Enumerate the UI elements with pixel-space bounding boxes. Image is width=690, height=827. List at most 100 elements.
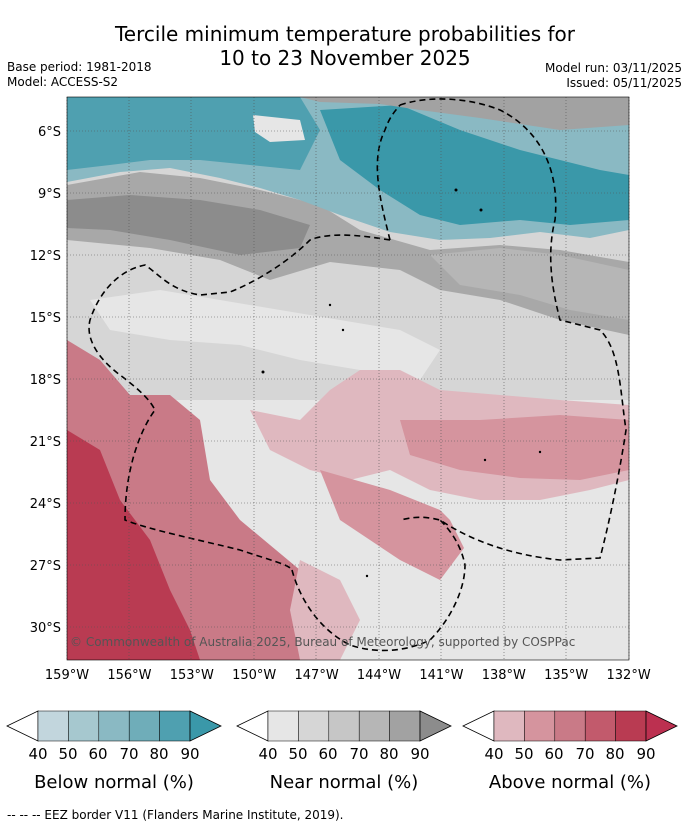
latitude-labels: 6°S 9°S 12°S 15°S 18°S 21°S 24°S 27°S 30°S	[30, 125, 61, 636]
tick-label: 90	[180, 745, 200, 763]
tick-label: 70	[575, 745, 595, 763]
tick-label: 80	[149, 745, 169, 763]
latitude-label: 21°S	[30, 435, 61, 450]
near-normal-top-patch	[300, 97, 629, 130]
colorbar-segment	[37, 710, 69, 742]
latitude-label: 9°S	[38, 187, 61, 202]
model-name: Model: ACCESS-S2	[7, 75, 119, 89]
near-normal-inset-patch	[253, 115, 305, 142]
above-normal-title: Above normal (%)	[488, 772, 652, 793]
map-frame	[66, 96, 630, 661]
colorbar-extend-low	[6, 710, 39, 742]
longitude-label: 150°W	[232, 668, 276, 683]
longitude-label: 147°W	[295, 668, 339, 683]
eez-footer-note: -- -- -- EEZ border V11 (Flanders Marine…	[7, 808, 344, 822]
island	[365, 574, 369, 578]
colorbar-segment	[554, 710, 586, 742]
colorbar-segment	[389, 710, 421, 742]
longitude-label: 138°W	[482, 668, 526, 683]
colorbar-segment	[493, 710, 525, 742]
near-normal-colorbar	[236, 710, 452, 742]
island	[483, 458, 487, 462]
eez-borders	[88, 98, 627, 652]
map-title: Tercile minimum temperature probabilitie…	[0, 22, 690, 70]
tick-label: 80	[379, 745, 399, 763]
colorbar-extend-high	[419, 710, 452, 742]
eez-border-north	[399, 98, 627, 561]
above-normal-colorbar	[462, 710, 678, 742]
below-normal-title: Below normal (%)	[34, 772, 194, 793]
tick-label: 60	[88, 745, 108, 763]
tick-label: 90	[410, 745, 430, 763]
colorbar-segment	[128, 710, 160, 742]
island	[341, 328, 345, 332]
model-run: Model run: 03/11/2025	[544, 61, 682, 75]
longitude-label: 156°W	[107, 668, 151, 683]
tick-label: 80	[605, 745, 625, 763]
near-normal-south-gap	[440, 500, 629, 570]
colorbar-segment	[584, 710, 616, 742]
latitude-label: 27°S	[30, 559, 61, 574]
tick-label: 60	[544, 745, 564, 763]
tick-label: 70	[349, 745, 369, 763]
colorbar-extend-low	[236, 710, 269, 742]
colorbar-segment	[358, 710, 390, 742]
colorbar-extend-high	[189, 710, 222, 742]
colorbar-extend-high	[645, 710, 678, 742]
longitude-label: 135°W	[544, 668, 588, 683]
probability-map: © Commonwealth of Australia 2025, Bureau…	[30, 96, 651, 683]
longitude-label: 153°W	[170, 668, 214, 683]
base-period: Base period: 1981-2018	[7, 60, 152, 74]
longitude-label: 141°W	[419, 668, 463, 683]
longitude-label: 144°W	[357, 668, 401, 683]
map-fields	[67, 97, 629, 660]
above-normal-west-strong	[67, 430, 200, 660]
meta-right: Model run: 03/11/2025 Issued: 05/11/2025	[545, 61, 682, 91]
tick-label: 50	[58, 745, 78, 763]
latitude-label: 24°S	[30, 497, 61, 512]
eez-border-inner	[376, 104, 401, 241]
meta-left: Base period: 1981-2018 Model: ACCESS-S2	[7, 60, 152, 90]
tick-label: 40	[258, 745, 278, 763]
colorbar-extend-low	[462, 710, 495, 742]
island	[479, 208, 483, 212]
latitude-label: 15°S	[30, 311, 61, 326]
colorbar-segment	[298, 710, 330, 742]
near-normal-mid-east	[430, 248, 629, 320]
title-line-1: Tercile minimum temperature probabilitie…	[114, 22, 576, 46]
above-normal-center-mid	[320, 470, 470, 580]
tick-label: 40	[28, 745, 48, 763]
colorbar-segment	[98, 710, 130, 742]
latitude-label: 6°S	[38, 125, 61, 140]
copyright-text: © Commonwealth of Australia 2025, Bureau…	[70, 635, 575, 649]
latitude-label: 18°S	[30, 373, 61, 388]
colorbar-segment	[159, 710, 191, 742]
eez-border-south	[291, 519, 466, 652]
eez-border-mid	[88, 234, 391, 571]
colorbar-segment	[267, 710, 299, 742]
islands	[261, 188, 542, 578]
below-normal-north-strongest	[320, 105, 629, 225]
colorbar-segment	[524, 710, 556, 742]
longitude-label: 159°W	[45, 668, 89, 683]
island	[328, 303, 332, 307]
latitude-label: 30°S	[30, 621, 61, 636]
near-normal-light-center	[90, 290, 440, 380]
tick-label: 60	[318, 745, 338, 763]
tick-label: 50	[514, 745, 534, 763]
below-normal-colorbar	[6, 710, 222, 742]
longitude-labels: 159°W 156°W 153°W 150°W 147°W 144°W 141°W 138°W…	[45, 668, 651, 683]
tick-label: 50	[288, 745, 308, 763]
above-normal-south-light	[290, 560, 360, 660]
latitude-label: 12°S	[30, 249, 61, 264]
tick-label: 40	[484, 745, 504, 763]
near-normal-title: Near normal (%)	[269, 772, 419, 793]
near-normal-darkest	[67, 195, 310, 255]
title-line-2: 10 to 23 November 2025	[219, 46, 471, 70]
colorbar-segment	[68, 710, 100, 742]
tick-label: 90	[636, 745, 656, 763]
island	[261, 370, 265, 374]
above-normal-east-mid	[400, 415, 629, 480]
longitude-label: 132°W	[607, 668, 651, 683]
below-normal-north-strong	[67, 97, 320, 170]
